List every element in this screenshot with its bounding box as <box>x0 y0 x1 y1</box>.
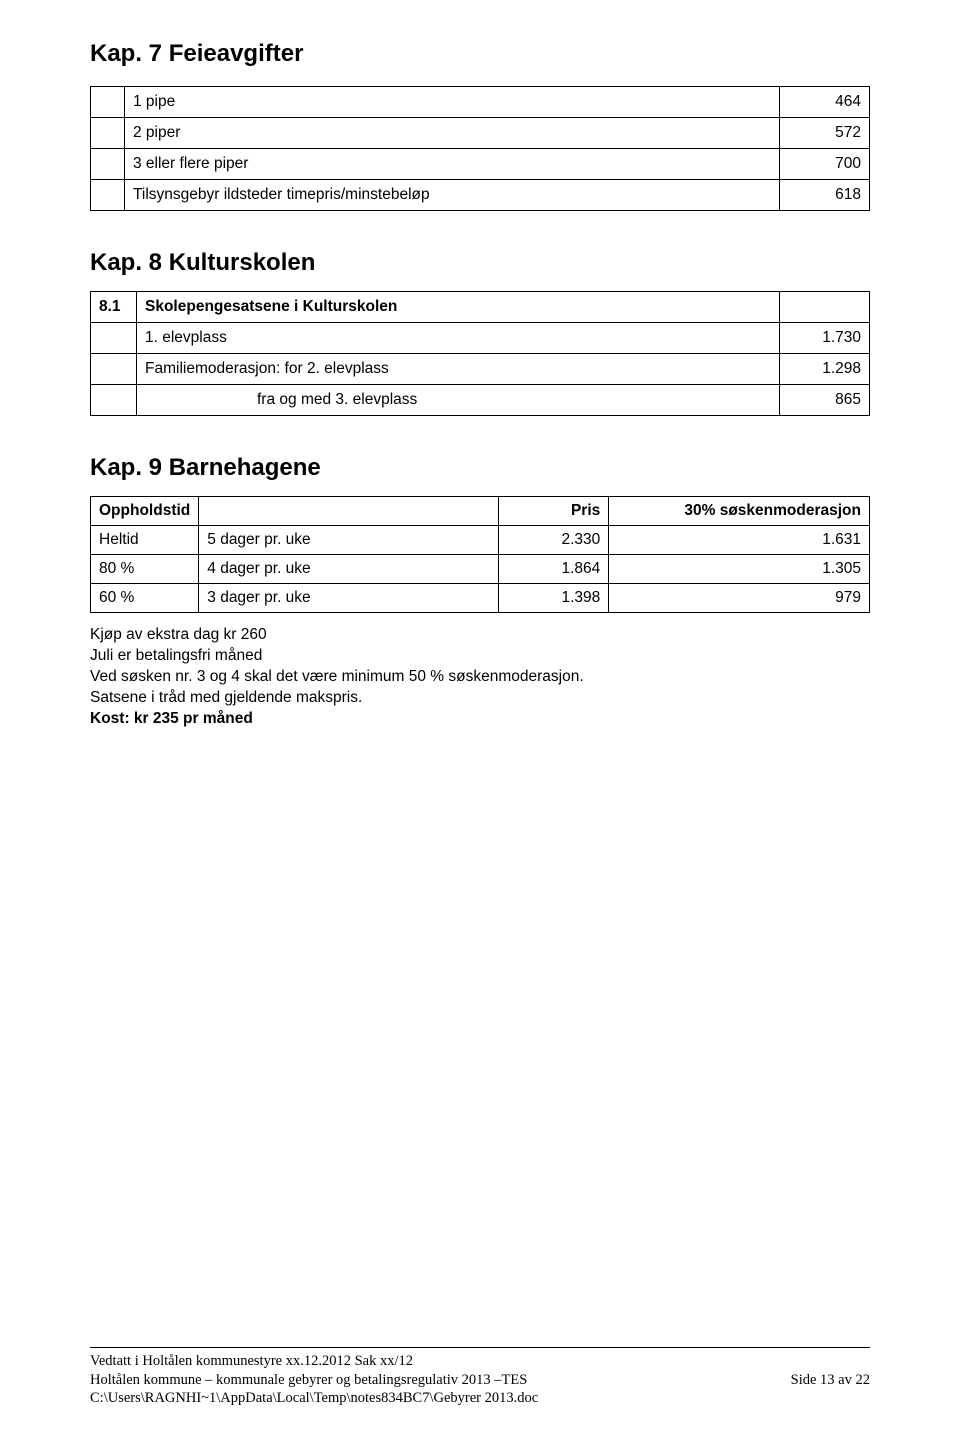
col-header: Pris <box>499 497 609 526</box>
cell: Heltid <box>91 526 199 555</box>
col-header <box>199 497 499 526</box>
footer-line3: C:\Users\RAGNHI~1\AppData\Local\Temp\not… <box>90 1389 870 1408</box>
footer-line2-left: Holtålen kommune – kommunale gebyrer og … <box>90 1371 527 1390</box>
cell: 2.330 <box>499 526 609 555</box>
cell: 979 <box>609 584 870 613</box>
item-value: 1.298 <box>780 354 870 385</box>
table-row: fra og med 3. elevplass 865 <box>91 385 870 416</box>
fee-value: 618 <box>780 180 870 211</box>
kap9-table: Oppholdstid Pris 30% søskenmoderasjon He… <box>90 496 870 613</box>
note-line: Ved søsken nr. 3 og 4 skal det være mini… <box>90 668 584 685</box>
col-header: Oppholdstid <box>91 497 199 526</box>
cell: 80 % <box>91 555 199 584</box>
cell: 1.305 <box>609 555 870 584</box>
col-header: 30% søskenmoderasjon <box>609 497 870 526</box>
item-value: 1.730 <box>780 323 870 354</box>
table-row: 1. elevplass 1.730 <box>91 323 870 354</box>
page-footer: Vedtatt i Holtålen kommunestyre xx.12.20… <box>90 1347 870 1408</box>
table-row: Familiemoderasjon: for 2. elevplass 1.29… <box>91 354 870 385</box>
footer-line1: Vedtatt i Holtålen kommunestyre xx.12.20… <box>90 1352 870 1371</box>
kap8-title: Kap. 8 Kulturskolen <box>90 249 870 277</box>
cell: 1.398 <box>499 584 609 613</box>
table-row: 1 pipe 464 <box>91 87 870 118</box>
table-row: Heltid 5 dager pr. uke 2.330 1.631 <box>91 526 870 555</box>
fee-value: 464 <box>780 87 870 118</box>
item-label: 1. elevplass <box>137 323 780 354</box>
section-heading: Skolepengesatsene i Kulturskolen <box>137 292 780 323</box>
footer-page-number: Side 13 av 22 <box>791 1371 870 1390</box>
table-row: Tilsynsgebyr ildsteder timepris/minstebe… <box>91 180 870 211</box>
fee-label: 2 piper <box>125 118 780 149</box>
section-number: 8.1 <box>91 292 137 323</box>
spacer-cell <box>91 87 125 118</box>
cell: 1.631 <box>609 526 870 555</box>
item-label: Familiemoderasjon: for 2. elevplass <box>137 354 780 385</box>
cell: 60 % <box>91 584 199 613</box>
fee-label: 3 eller flere piper <box>125 149 780 180</box>
empty-cell <box>780 292 870 323</box>
fee-value: 572 <box>780 118 870 149</box>
table-header-row: Oppholdstid Pris 30% søskenmoderasjon <box>91 497 870 526</box>
kap9-title: Kap. 9 Barnehagene <box>90 454 870 482</box>
note-line-bold: Kost: kr 235 pr måned <box>90 710 253 727</box>
kap7-title: Kap. 7 Feieavgifter <box>90 40 870 68</box>
fee-label: 1 pipe <box>125 87 780 118</box>
table-row: 60 % 3 dager pr. uke 1.398 979 <box>91 584 870 613</box>
table-row: 3 eller flere piper 700 <box>91 149 870 180</box>
note-line: Satsene i tråd med gjeldende makspris. <box>90 689 362 706</box>
note-line: Juli er betalingsfri måned <box>90 647 262 664</box>
cell: 4 dager pr. uke <box>199 555 499 584</box>
cell: 3 dager pr. uke <box>199 584 499 613</box>
kap8-table: 8.1 Skolepengesatsene i Kulturskolen 1. … <box>90 291 870 416</box>
item-value: 865 <box>780 385 870 416</box>
table-row: 2 piper 572 <box>91 118 870 149</box>
table-row: 80 % 4 dager pr. uke 1.864 1.305 <box>91 555 870 584</box>
notes-paragraph: Kjøp av ekstra dag kr 260 Juli er betali… <box>90 625 870 730</box>
cell: 1.864 <box>499 555 609 584</box>
item-label: fra og med 3. elevplass <box>137 385 780 416</box>
table-row: 8.1 Skolepengesatsene i Kulturskolen <box>91 292 870 323</box>
fee-label: Tilsynsgebyr ildsteder timepris/minstebe… <box>125 180 780 211</box>
fee-value: 700 <box>780 149 870 180</box>
note-line: Kjøp av ekstra dag kr 260 <box>90 626 267 643</box>
cell: 5 dager pr. uke <box>199 526 499 555</box>
kap7-table: 1 pipe 464 2 piper 572 3 eller flere pip… <box>90 86 870 211</box>
